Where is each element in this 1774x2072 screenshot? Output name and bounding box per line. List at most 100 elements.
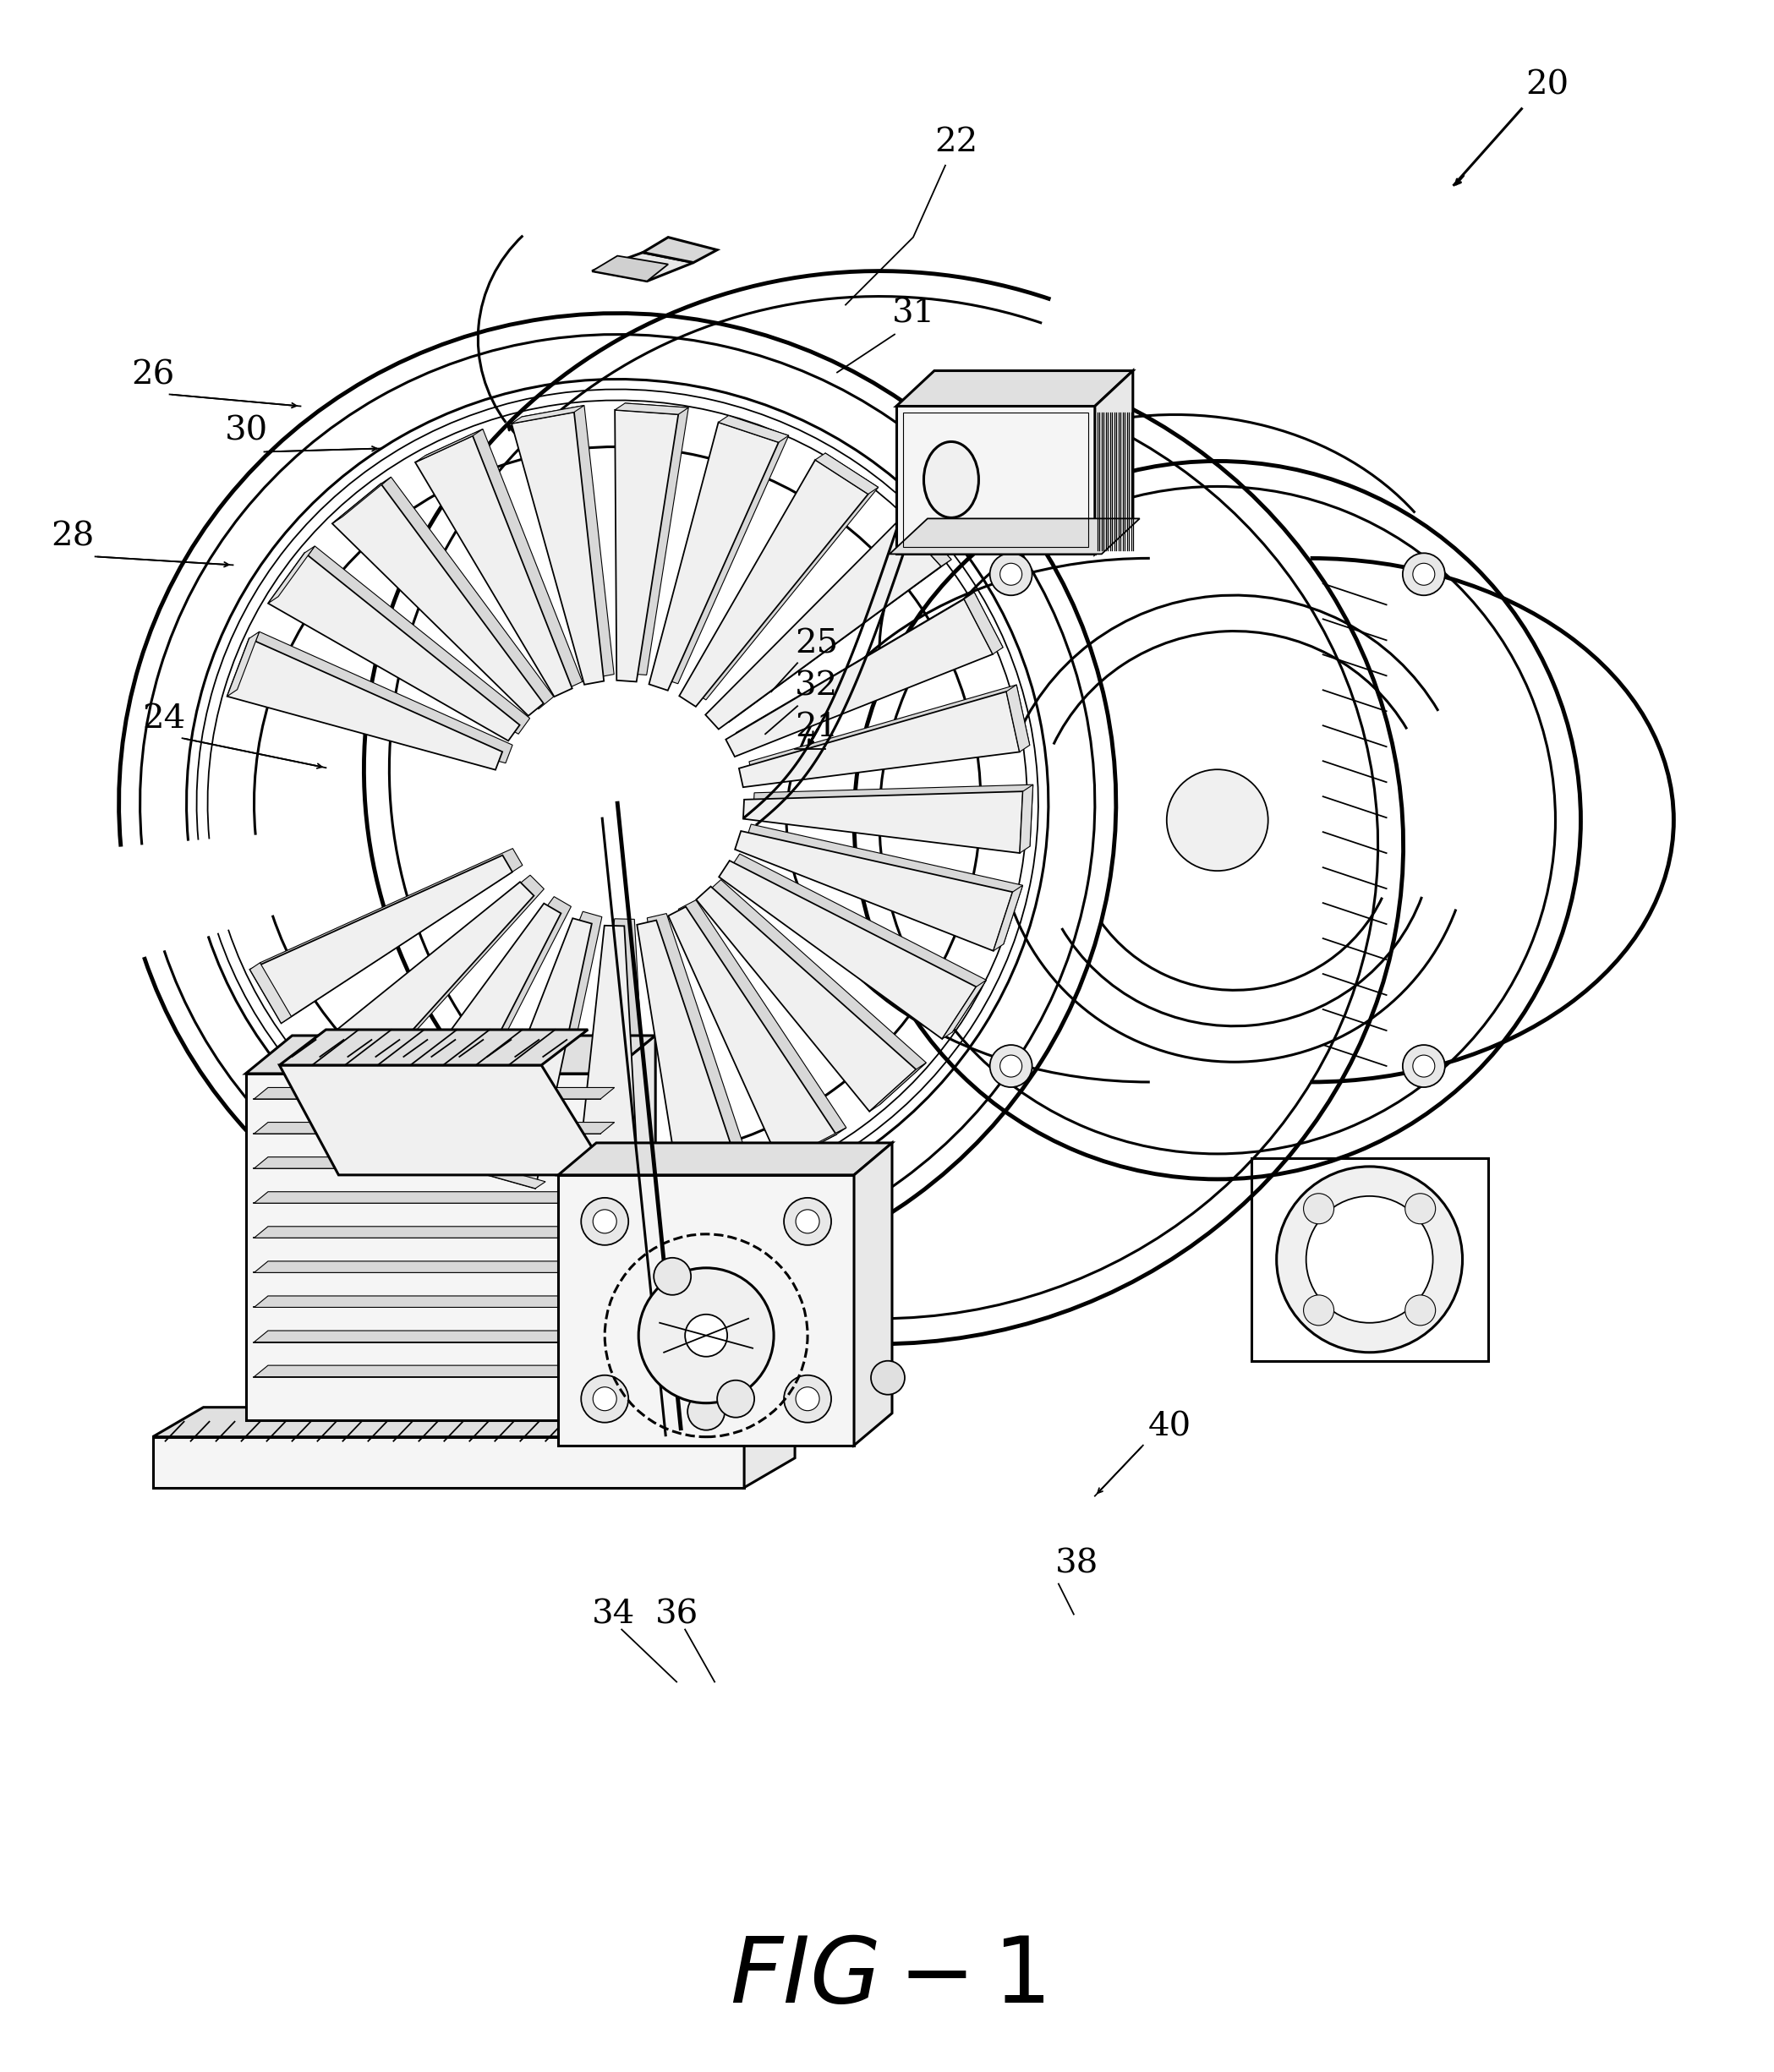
Circle shape — [1412, 564, 1435, 584]
Circle shape — [1001, 564, 1022, 584]
Polygon shape — [280, 1030, 587, 1065]
Circle shape — [797, 1210, 820, 1233]
Polygon shape — [1095, 371, 1134, 553]
Polygon shape — [245, 1036, 655, 1073]
Circle shape — [655, 1258, 690, 1295]
Circle shape — [1306, 1196, 1433, 1322]
Polygon shape — [736, 593, 1002, 750]
Polygon shape — [426, 429, 582, 690]
Circle shape — [1405, 1193, 1435, 1225]
Text: 20: 20 — [1526, 70, 1568, 102]
Polygon shape — [734, 831, 1013, 951]
Polygon shape — [729, 854, 986, 1032]
Polygon shape — [585, 918, 649, 1189]
Polygon shape — [474, 1164, 545, 1189]
Polygon shape — [743, 792, 1024, 854]
Polygon shape — [261, 847, 523, 1017]
Circle shape — [1001, 1055, 1022, 1077]
Polygon shape — [616, 404, 688, 414]
Polygon shape — [690, 454, 878, 700]
Polygon shape — [415, 429, 483, 462]
Polygon shape — [316, 874, 545, 1092]
Circle shape — [784, 1198, 832, 1245]
Polygon shape — [250, 856, 513, 1024]
Polygon shape — [608, 1036, 655, 1419]
Circle shape — [1405, 1295, 1435, 1326]
Polygon shape — [392, 897, 571, 1148]
Polygon shape — [254, 1330, 614, 1343]
Polygon shape — [754, 785, 1032, 845]
Polygon shape — [749, 684, 1029, 781]
Polygon shape — [522, 406, 614, 678]
Polygon shape — [993, 885, 1024, 951]
Polygon shape — [227, 632, 259, 696]
Circle shape — [1403, 1044, 1446, 1088]
Polygon shape — [593, 255, 669, 282]
Polygon shape — [718, 860, 976, 1038]
Polygon shape — [381, 903, 561, 1156]
Polygon shape — [593, 253, 694, 282]
Circle shape — [1412, 1055, 1435, 1077]
Polygon shape — [896, 371, 1134, 406]
Polygon shape — [415, 435, 573, 696]
Polygon shape — [474, 918, 593, 1189]
Ellipse shape — [924, 441, 979, 518]
Text: 30: 30 — [225, 416, 268, 448]
Circle shape — [784, 1376, 832, 1423]
Polygon shape — [254, 1365, 614, 1376]
Polygon shape — [254, 1262, 614, 1272]
Polygon shape — [869, 1063, 926, 1111]
Polygon shape — [853, 1144, 892, 1446]
Polygon shape — [268, 547, 314, 603]
Polygon shape — [254, 1088, 614, 1098]
Text: 21: 21 — [795, 711, 839, 744]
Text: 32: 32 — [795, 671, 839, 702]
Polygon shape — [695, 887, 915, 1111]
Polygon shape — [268, 553, 520, 742]
Polygon shape — [559, 1175, 853, 1446]
Polygon shape — [896, 406, 1095, 553]
Circle shape — [717, 1380, 754, 1417]
Polygon shape — [642, 236, 717, 263]
Text: 36: 36 — [655, 1600, 699, 1631]
Polygon shape — [559, 1144, 892, 1175]
Polygon shape — [254, 1295, 614, 1307]
Polygon shape — [745, 1407, 795, 1488]
Circle shape — [990, 553, 1032, 595]
Polygon shape — [816, 454, 878, 493]
Polygon shape — [706, 881, 926, 1104]
Polygon shape — [745, 825, 1024, 945]
Circle shape — [593, 1210, 617, 1233]
Circle shape — [871, 1361, 905, 1394]
Polygon shape — [153, 1436, 745, 1488]
Polygon shape — [245, 1073, 608, 1419]
Circle shape — [1403, 553, 1446, 595]
Polygon shape — [781, 1127, 846, 1164]
Polygon shape — [899, 514, 951, 566]
Polygon shape — [678, 899, 846, 1156]
Circle shape — [685, 1314, 727, 1357]
Polygon shape — [624, 404, 688, 675]
Polygon shape — [280, 1065, 608, 1175]
Polygon shape — [305, 883, 534, 1098]
Polygon shape — [254, 1123, 614, 1133]
Polygon shape — [679, 1171, 752, 1191]
Polygon shape — [649, 423, 779, 690]
Polygon shape — [238, 632, 513, 762]
Polygon shape — [305, 1048, 360, 1098]
Text: 28: 28 — [51, 522, 94, 553]
Polygon shape — [740, 692, 1020, 787]
Polygon shape — [332, 477, 390, 524]
Circle shape — [593, 1386, 617, 1411]
Circle shape — [990, 1044, 1032, 1088]
Polygon shape — [227, 638, 502, 771]
Polygon shape — [679, 460, 867, 707]
Polygon shape — [254, 1227, 614, 1237]
Text: $\mathit{FIG}-1$: $\mathit{FIG}-1$ — [729, 1933, 1045, 2022]
Polygon shape — [332, 483, 543, 715]
Circle shape — [1167, 769, 1268, 870]
Polygon shape — [637, 920, 742, 1191]
Text: 40: 40 — [1148, 1411, 1192, 1442]
Polygon shape — [511, 406, 584, 423]
Polygon shape — [484, 912, 601, 1181]
